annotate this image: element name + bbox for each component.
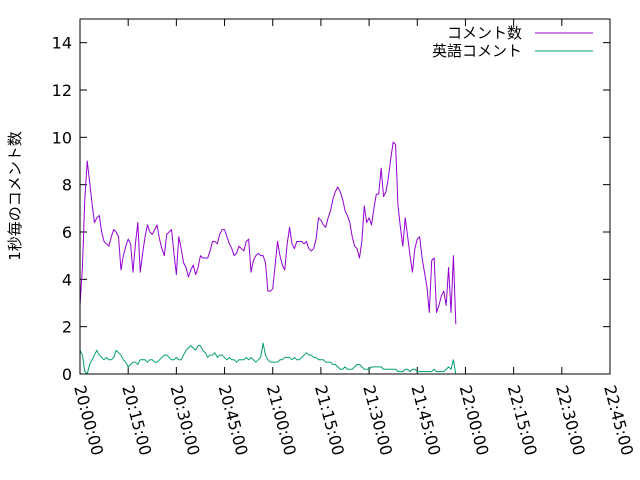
- series-line-2: [79, 342, 457, 375]
- legend-label-2: 英語コメント: [432, 42, 522, 60]
- y-axis-label: 1秒毎のコメント数: [6, 131, 24, 261]
- y-tick-label: 10: [52, 128, 72, 147]
- y-tick-label: 0: [62, 365, 72, 384]
- data-series: [79, 141, 457, 375]
- series-line-1: [79, 141, 457, 325]
- y-tick-label: 2: [62, 318, 72, 337]
- y-tick-label: 4: [62, 270, 72, 289]
- plot-frame: [79, 18, 611, 375]
- y-tick-label: 14: [52, 34, 72, 53]
- legend-label-1: コメント数: [447, 24, 522, 42]
- y-tick-label: 12: [52, 81, 72, 100]
- y-tick-label: 8: [62, 176, 72, 195]
- y-tick-label: 6: [62, 223, 72, 242]
